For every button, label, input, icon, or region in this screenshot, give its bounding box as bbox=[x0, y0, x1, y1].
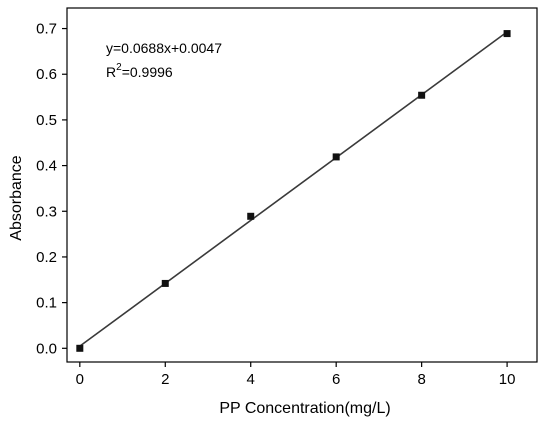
data-point bbox=[503, 30, 511, 38]
y-tick-label: 0.2 bbox=[36, 249, 57, 266]
data-points bbox=[76, 30, 511, 352]
plot-frame bbox=[66, 7, 538, 363]
y-tick-label: 0.4 bbox=[36, 158, 57, 175]
y-tick-label: 0.0 bbox=[36, 340, 57, 357]
x-tick-label: 4 bbox=[247, 371, 255, 388]
y-axis-ticks: 0.0 0.1 0.2 0.3 0.4 0.5 0.6 0.7 bbox=[36, 21, 67, 357]
r-squared-label: R2=0.9996 bbox=[106, 62, 173, 80]
y-tick-label: 0.7 bbox=[36, 21, 57, 38]
regression-equation: y=0.0688x+0.0047 bbox=[106, 40, 222, 56]
x-tick-label: 2 bbox=[161, 371, 169, 388]
x-tick-label: 6 bbox=[332, 371, 340, 388]
x-axis-title: PP Concentration(mg/L) bbox=[219, 400, 390, 417]
data-point bbox=[418, 91, 426, 99]
r-squared-value: =0.9996 bbox=[122, 64, 173, 80]
data-point bbox=[332, 153, 340, 161]
y-tick-label: 0.5 bbox=[36, 112, 57, 129]
x-tick-label: 8 bbox=[417, 371, 425, 388]
x-tick-label: 10 bbox=[499, 371, 516, 388]
data-point bbox=[76, 344, 84, 352]
y-axis-title: Absorbance bbox=[8, 155, 25, 240]
x-tick-label: 0 bbox=[76, 371, 84, 388]
y-tick-label: 0.1 bbox=[36, 295, 57, 312]
data-point bbox=[161, 279, 169, 287]
r-squared-prefix: R bbox=[106, 64, 116, 80]
r-squared-superscript: 2 bbox=[116, 62, 122, 73]
y-tick-label: 0.3 bbox=[36, 203, 57, 220]
y-tick-label: 0.6 bbox=[36, 66, 57, 83]
x-axis-ticks: 0 2 4 6 8 10 bbox=[76, 362, 516, 388]
regression-line bbox=[79, 31, 508, 347]
data-point bbox=[247, 212, 255, 220]
